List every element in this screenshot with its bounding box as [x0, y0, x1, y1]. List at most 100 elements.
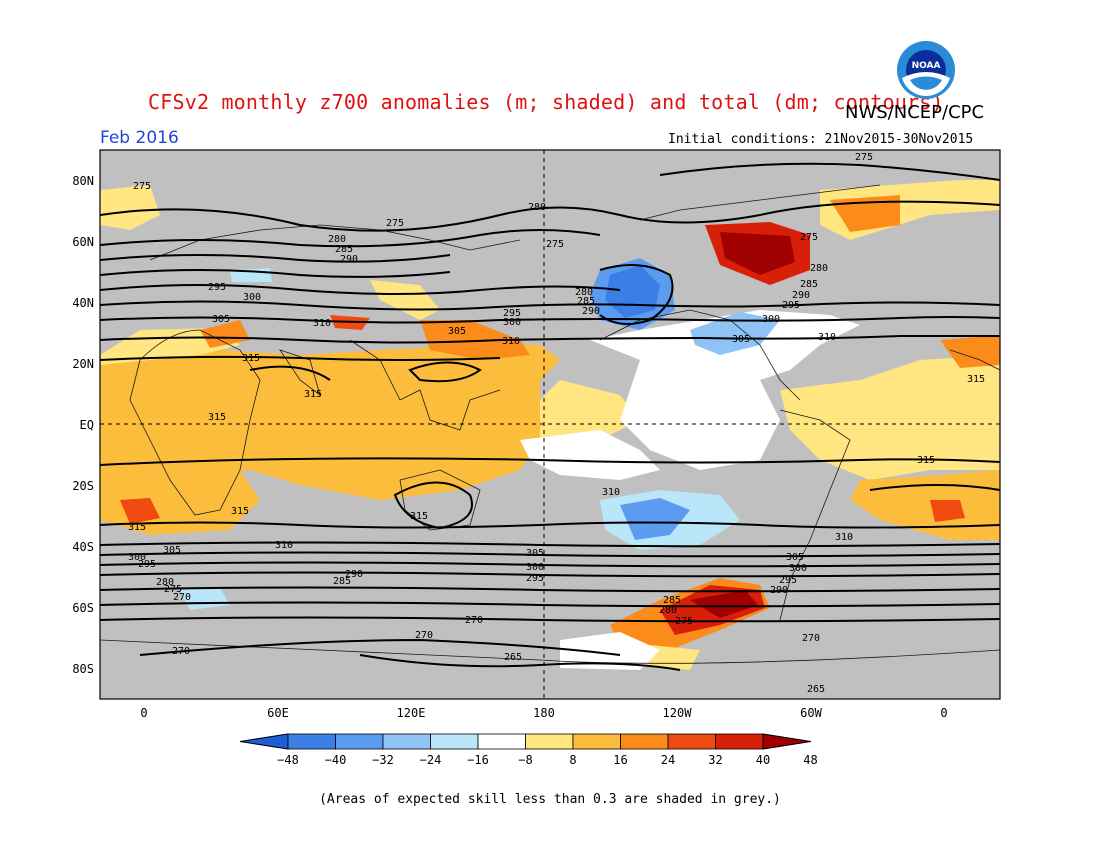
chart-title: CFSv2 monthly z700 anomalies (m; shaded)… — [148, 90, 944, 114]
contour-label: 285 — [335, 244, 353, 255]
contour-label: 295 — [526, 573, 544, 584]
colorbar-arrow-right — [762, 733, 812, 750]
colorbar-swatch — [430, 733, 479, 750]
y-tick-label: 60N — [72, 235, 94, 249]
contour-label: 280 — [575, 287, 593, 298]
contour-label: 295 — [208, 282, 226, 293]
colorbar-label: 40 — [756, 753, 770, 767]
contour-label: 275 — [133, 181, 151, 192]
skill-footnote: (Areas of expected skill less than 0.3 a… — [319, 792, 781, 807]
contour-label: 290 — [792, 290, 810, 301]
contour-label: 315 — [208, 412, 226, 423]
x-tick-label: 180 — [533, 706, 555, 720]
colorbar-label: 32 — [708, 753, 722, 767]
contour-label: 280 — [328, 234, 346, 245]
colorbar-arrow-left — [239, 733, 289, 750]
contour-label: 315 — [967, 374, 985, 385]
contour-label: 290 — [345, 569, 363, 580]
contour-label: 295 — [782, 300, 800, 311]
contour-label: 305 — [526, 548, 544, 559]
y-tick-label: 80N — [72, 174, 94, 188]
colorbar-label: −32 — [372, 753, 394, 767]
contour-label: 290 — [770, 585, 788, 596]
contour-label: 270 — [173, 592, 191, 603]
y-tick-label: 40S — [72, 540, 94, 554]
contour-label: 300 — [128, 552, 146, 563]
contour-label: 300 — [526, 562, 544, 573]
contour-label: 275 — [675, 616, 693, 627]
contour-label: 285 — [800, 279, 818, 290]
contour-label: 300 — [762, 314, 780, 325]
y-tick-label: 40N — [72, 296, 94, 310]
contour-label: 270 — [465, 615, 483, 626]
height-contours — [100, 162, 1000, 671]
contour-label: 310 — [835, 532, 853, 543]
colorbar-swatch — [572, 733, 621, 750]
contour-label: 315 — [231, 506, 249, 517]
contour-label: 265 — [807, 684, 825, 695]
contour-label: 285 — [663, 595, 681, 606]
contour-label: 295 — [138, 559, 156, 570]
contour-label: 280 — [659, 605, 677, 616]
contour-label: 295 — [503, 308, 521, 319]
colorbar-label: −40 — [325, 753, 347, 767]
agency-label: NWS/NCEP/CPC — [845, 102, 985, 123]
x-tick-label: 60W — [800, 706, 822, 720]
contour-label: 305 — [212, 314, 230, 325]
colorbar-swatch — [525, 733, 574, 750]
x-axis: 0 60E 120E 180 120W 60W 0 — [140, 706, 947, 720]
positive-anomaly-shading — [100, 180, 1000, 670]
contour-label: 270 — [802, 633, 820, 644]
y-tick-label: EQ — [80, 418, 94, 432]
contour-label: 275 — [164, 584, 182, 595]
colorbar-label: −24 — [420, 753, 442, 767]
contour-label: 310 — [602, 487, 620, 498]
y-axis: 80N 60N 40N 20N EQ 20S 40S 60S 80S — [72, 174, 94, 676]
noaa-logo-icon: NOAA — [897, 41, 955, 99]
contour-label: 280 — [156, 577, 174, 588]
contour-label: 310 — [275, 540, 293, 551]
colorbar-swatch — [667, 733, 716, 750]
colorbar-label: 24 — [661, 753, 675, 767]
plot-frame — [99, 149, 1001, 700]
map-plot-area: 275 275 275 275 275 280 280 280 280 285 … — [100, 150, 1000, 699]
contour-label: 280 — [528, 202, 546, 213]
y-tick-label: 20S — [72, 479, 94, 493]
contour-label: 270 — [172, 646, 190, 657]
x-tick-label: 0 — [940, 706, 947, 720]
contour-label: 275 — [386, 218, 404, 229]
contour-label: 295 — [779, 575, 797, 586]
contour-label: 270 — [415, 630, 433, 641]
colorbar-swatch — [620, 733, 669, 750]
contour-label: 305 — [448, 326, 466, 337]
contour-label: 300 — [243, 292, 261, 303]
contour-label: 310 — [502, 336, 520, 347]
initial-conditions: Initial conditions: 21Nov2015-30Nov2015 — [668, 132, 974, 147]
contour-label: 305 — [732, 334, 750, 345]
x-tick-label: 0 — [140, 706, 147, 720]
contour-label: 275 — [855, 152, 873, 163]
negative-anomaly-shading — [180, 258, 860, 670]
contour-label: 315 — [128, 522, 146, 533]
forecast-month: Feb 2016 — [100, 128, 179, 148]
colorbar: −48 −40 −32 −24 −16 −8 8 16 24 32 40 48 — [239, 733, 818, 767]
x-tick-label: 120E — [397, 706, 426, 720]
colorbar-swatch — [335, 733, 384, 750]
colorbar-label: −16 — [467, 753, 489, 767]
contour-label: 315 — [410, 511, 428, 522]
contour-label: 290 — [340, 254, 358, 265]
y-tick-label: 20N — [72, 357, 94, 371]
contour-label: 315 — [304, 389, 322, 400]
x-tick-label: 60E — [267, 706, 289, 720]
contour-label: 285 — [333, 576, 351, 587]
contour-label: 305 — [163, 545, 181, 556]
contour-labels: 275 275 275 275 275 280 280 280 280 285 … — [128, 152, 985, 695]
y-tick-label: 80S — [72, 662, 94, 676]
contour-label: 290 — [582, 306, 600, 317]
contour-label: 275 — [800, 232, 818, 243]
contour-label: 305 — [786, 552, 804, 563]
colorbar-label: −48 — [277, 753, 299, 767]
contour-label: 315 — [242, 353, 260, 364]
y-tick-label: 60S — [72, 601, 94, 615]
